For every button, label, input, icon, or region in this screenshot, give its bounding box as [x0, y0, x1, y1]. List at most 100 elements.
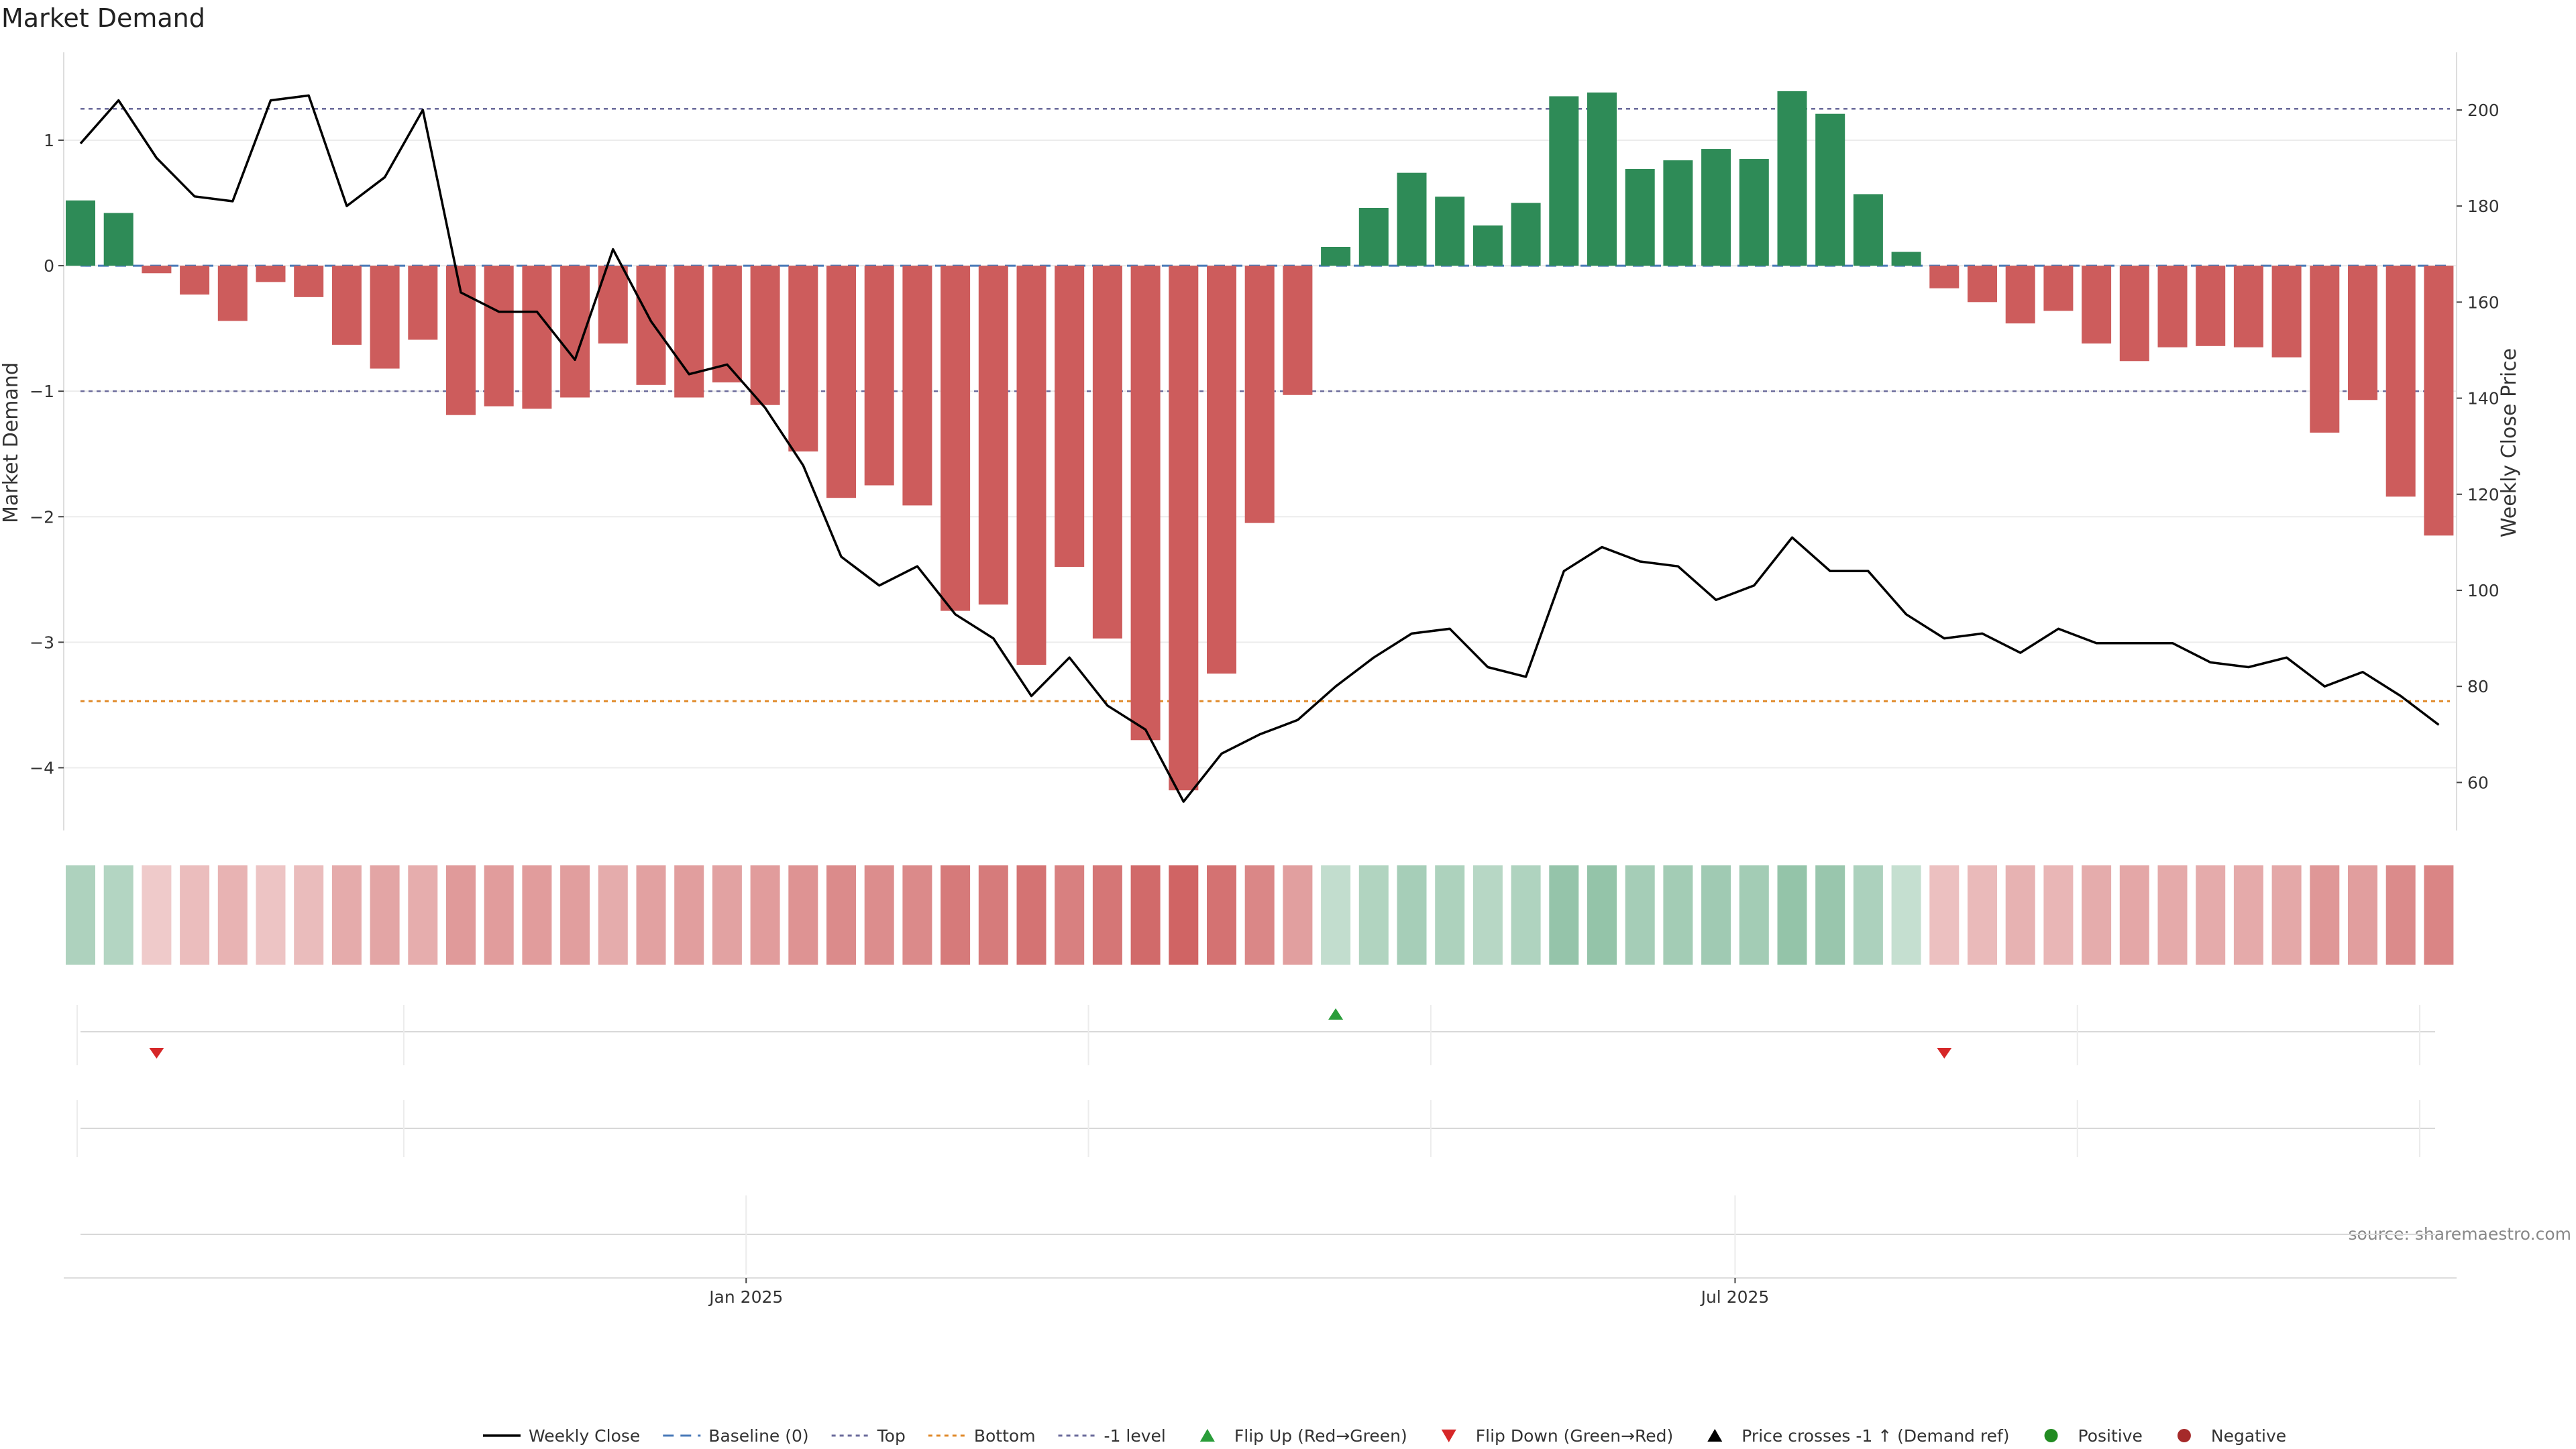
negative-demand-bar	[750, 266, 780, 405]
heatmap-cell	[331, 865, 362, 965]
heatmap-cell	[2424, 865, 2454, 965]
negative-demand-bar	[2043, 266, 2074, 311]
positive-demand-bar	[1891, 252, 1921, 266]
heatmap-cell	[256, 865, 286, 965]
heatmap-cell	[66, 865, 95, 965]
negative-demand-bar	[864, 266, 894, 486]
y2-tick-label: 160	[2467, 292, 2500, 312]
heatmap-cell	[674, 865, 704, 965]
heatmap-cell	[294, 865, 324, 965]
heatmap-cell	[1016, 865, 1046, 965]
heatmap-cell	[446, 865, 476, 965]
negative-demand-bar	[331, 266, 362, 345]
legend-swatch-flip-down	[1441, 1430, 1456, 1442]
negative-demand-bar	[180, 266, 210, 295]
heatmap-cell	[408, 865, 438, 965]
negative-demand-bar	[1092, 266, 1122, 639]
heatmap-cell	[1853, 865, 1883, 965]
heatmap-cell	[1397, 865, 1427, 965]
y-tick-label: −3	[30, 633, 54, 652]
y-tick-label: −4	[30, 758, 54, 777]
y2-tick-label: 200	[2467, 101, 2500, 120]
positive-demand-bar	[1321, 247, 1351, 266]
y-tick-label: 1	[44, 131, 54, 150]
positive-demand-bar	[66, 200, 95, 266]
heatmap-cell	[1092, 865, 1122, 965]
negative-demand-bar	[484, 266, 514, 407]
negative-demand-bar	[1283, 266, 1313, 395]
positive-demand-bar	[1549, 96, 1579, 266]
heatmap-cell	[2233, 865, 2263, 965]
negative-demand-bar	[788, 266, 818, 451]
negative-demand-bar	[522, 266, 552, 409]
legend-swatch-negative	[2177, 1429, 2191, 1442]
chart-title: Market Demand	[1, 3, 205, 33]
axes: 1 0 −1 −2 −3 −4 200 180 160 140 120 100 80 60 Jan 2025…	[30, 52, 2500, 1307]
negative-demand-bar	[2119, 266, 2149, 362]
legend-label: Flip Up (Red→Green)	[1234, 1426, 1407, 1446]
legend-label: Weekly Close	[529, 1426, 640, 1446]
heatmap-cell	[2157, 865, 2188, 965]
y-tick-label: 0	[44, 256, 54, 276]
positive-demand-bar	[1397, 172, 1427, 266]
negative-demand-bar	[370, 266, 400, 369]
heatmap-cell	[1511, 865, 1541, 965]
negative-demand-bar	[978, 266, 1008, 605]
heatmap-cell	[1244, 865, 1275, 965]
negative-demand-bar	[2310, 266, 2340, 433]
y2-tick-label: 100	[2467, 581, 2500, 600]
heatmap-cell	[1472, 865, 1503, 965]
negative-demand-bar	[2157, 266, 2188, 347]
y-tick-label: −1	[30, 382, 54, 401]
negative-demand-bar	[712, 266, 742, 383]
y2-tick-label: 60	[2467, 773, 2489, 792]
positive-demand-bar	[1663, 160, 1693, 266]
heatmap-cell	[2271, 865, 2302, 965]
positive-demand-bar	[103, 213, 133, 266]
legend-label: Baseline (0)	[708, 1426, 808, 1446]
flip-down-marker	[1937, 1048, 1952, 1059]
negative-demand-bar	[2271, 266, 2302, 358]
positive-demand-bar	[1472, 225, 1503, 266]
heatmap-cell	[1625, 865, 1655, 965]
y2-tick-label: 140	[2467, 389, 2500, 409]
negative-demand-bar	[1169, 266, 1199, 791]
negative-demand-bar	[2233, 266, 2263, 347]
negative-demand-bar	[674, 266, 704, 398]
heatmap-cell	[941, 865, 971, 965]
negative-demand-bar	[2385, 266, 2416, 497]
heatmap-cell	[560, 865, 590, 965]
negative-demand-bar	[142, 266, 172, 274]
negative-demand-bar	[636, 266, 666, 385]
heatmap-cell	[2385, 865, 2416, 965]
heatmap-cell	[2310, 865, 2340, 965]
legend-swatch-positive	[2044, 1429, 2058, 1442]
negative-demand-bar	[2424, 266, 2454, 536]
y2-tick-label: 120	[2467, 485, 2500, 504]
y2-tick-label: 180	[2467, 197, 2500, 216]
negative-demand-bar	[1929, 266, 1960, 288]
heatmap-cell	[2082, 865, 2112, 965]
negative-demand-bar	[294, 266, 324, 297]
positive-demand-bar	[1815, 113, 1845, 266]
heatmap-cell	[1739, 865, 1769, 965]
date-tick-label: Jul 2025	[1700, 1287, 1770, 1307]
legend: Weekly Close Baseline (0) Top Bottom -1 leve…	[483, 1426, 2286, 1446]
heatmap-cell	[1663, 865, 1693, 965]
heatmap-cell	[1435, 865, 1465, 965]
heatmap-cell	[142, 865, 172, 965]
signal-panels	[76, 1005, 2435, 1275]
positive-demand-bar	[1853, 194, 1883, 266]
heatmap-cell	[598, 865, 628, 965]
heatmap-cell	[1968, 865, 1997, 965]
heatmap-cell	[1207, 865, 1236, 965]
legend-swatch-flip-up	[1199, 1429, 1215, 1442]
negative-demand-bar	[1244, 266, 1275, 523]
legend-label: -1 level	[1104, 1426, 1166, 1446]
legend-label: Negative	[2211, 1426, 2286, 1446]
heatmap-cell	[1549, 865, 1579, 965]
heatmap-cell	[1701, 865, 1731, 965]
negative-demand-bar	[941, 266, 971, 611]
heatmap-cell	[902, 865, 932, 965]
